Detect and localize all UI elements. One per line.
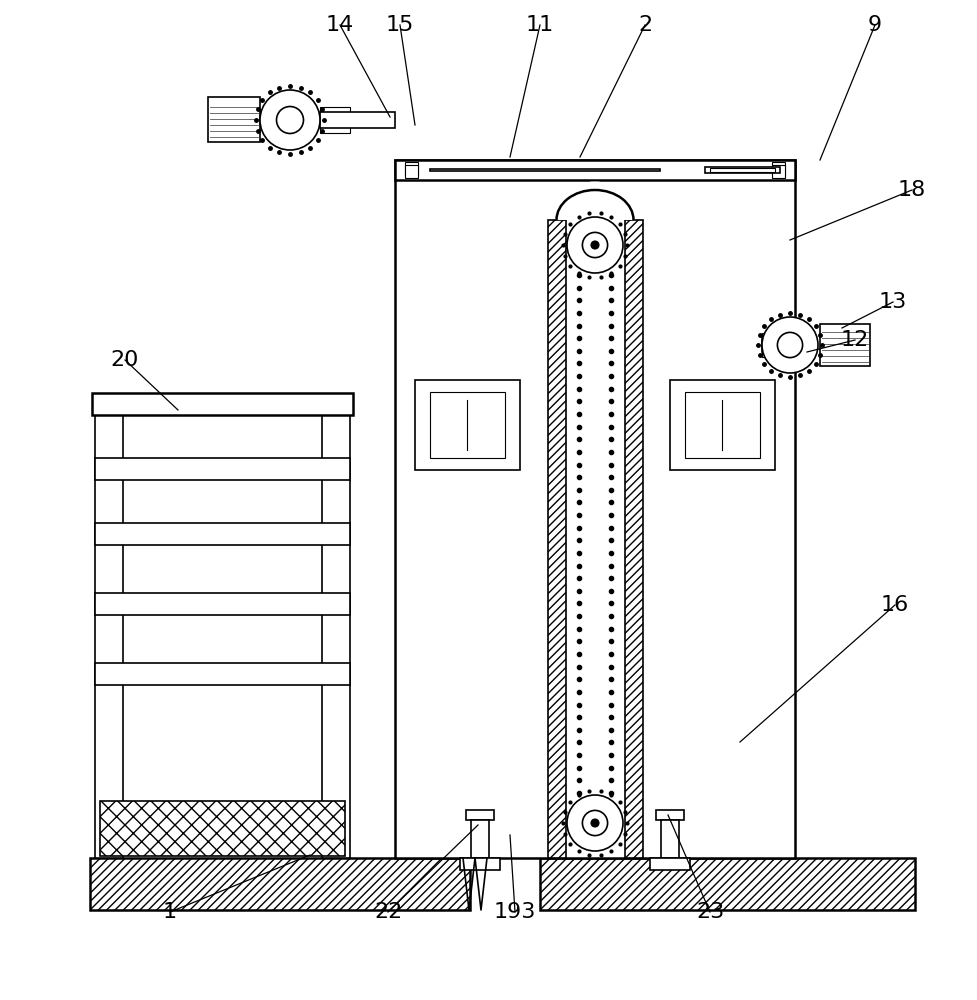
Text: 11: 11: [526, 15, 554, 35]
Bar: [547, 220, 566, 858]
Bar: [321, 415, 350, 858]
Text: 23: 23: [696, 902, 723, 922]
Bar: [761, 333, 775, 357]
Bar: [660, 820, 678, 858]
Circle shape: [582, 810, 607, 836]
Bar: [319, 107, 350, 133]
Bar: [92, 393, 353, 415]
Circle shape: [567, 217, 622, 273]
Circle shape: [567, 795, 622, 851]
Bar: [819, 324, 870, 366]
Bar: [319, 112, 395, 128]
Text: 9: 9: [867, 15, 881, 35]
Bar: [395, 160, 794, 858]
Bar: [208, 97, 260, 142]
Bar: [771, 165, 785, 178]
Text: 20: 20: [110, 350, 139, 370]
Text: 15: 15: [385, 15, 414, 35]
Text: 12: 12: [840, 330, 869, 350]
Bar: [704, 167, 780, 173]
Bar: [761, 338, 794, 352]
Text: 16: 16: [880, 595, 909, 615]
Bar: [430, 392, 504, 458]
Bar: [414, 380, 520, 470]
Bar: [669, 380, 774, 470]
Bar: [395, 160, 794, 180]
Wedge shape: [556, 182, 633, 220]
Circle shape: [582, 232, 607, 258]
Bar: [404, 165, 417, 178]
Circle shape: [260, 90, 319, 150]
Bar: [90, 858, 470, 910]
Bar: [539, 858, 914, 910]
Bar: [624, 220, 642, 858]
Bar: [684, 392, 759, 458]
Bar: [459, 858, 499, 870]
Circle shape: [590, 241, 598, 249]
Bar: [95, 593, 350, 615]
Text: 1: 1: [163, 902, 177, 922]
Bar: [95, 415, 123, 858]
Text: 14: 14: [325, 15, 354, 35]
Bar: [656, 810, 683, 820]
Bar: [430, 169, 659, 171]
Bar: [95, 523, 350, 545]
Text: 2: 2: [637, 15, 652, 35]
Circle shape: [761, 317, 817, 373]
Bar: [650, 858, 690, 870]
Text: 18: 18: [897, 180, 925, 200]
Bar: [709, 168, 774, 172]
Circle shape: [276, 106, 303, 133]
Text: 22: 22: [373, 902, 402, 922]
Bar: [771, 162, 785, 175]
Bar: [404, 162, 417, 175]
Bar: [465, 810, 493, 820]
Bar: [95, 663, 350, 685]
Circle shape: [590, 819, 598, 827]
Bar: [471, 820, 488, 858]
Bar: [100, 801, 345, 856]
Text: 193: 193: [493, 902, 535, 922]
Text: 13: 13: [878, 292, 907, 312]
Circle shape: [777, 332, 802, 358]
Bar: [95, 458, 350, 480]
